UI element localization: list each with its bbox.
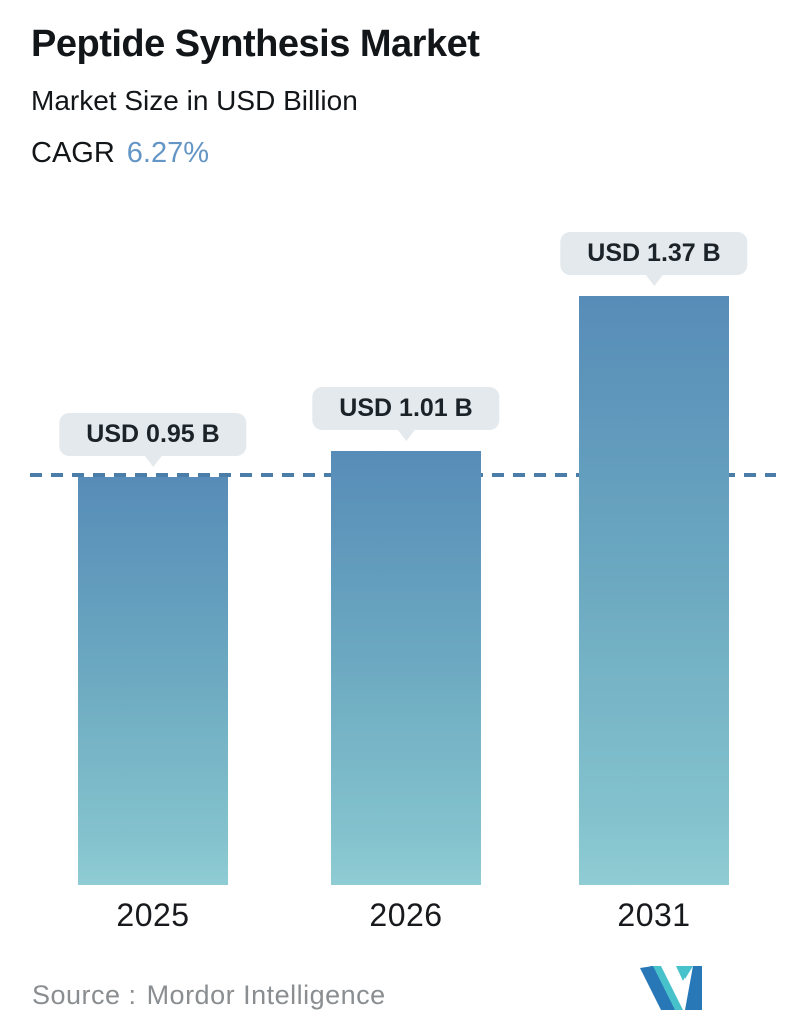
chart-header: Peptide Synthesis Market Market Size in … (31, 23, 480, 170)
bar-2026 (331, 450, 481, 885)
value-pill-2025: USD 0.95 B (59, 412, 247, 456)
cagr-label: CAGR (31, 136, 115, 169)
cagr-line: CAGR 6.27% (31, 136, 479, 170)
pill-pointer-icon (643, 272, 664, 286)
bar-2025 (78, 476, 228, 885)
page-title: Peptide Synthesis Market (31, 23, 480, 65)
bar-group-2031: USD 1.37 B 2031 (554, 231, 754, 933)
pill-pointer-icon (142, 453, 163, 467)
bar-group-2025: USD 0.95 B 2025 (53, 412, 253, 933)
source-value: Mordor Intelligence (146, 980, 386, 1010)
value-callout-2026: USD 1.01 B (312, 386, 500, 441)
value-pill-2026: USD 1.01 B (312, 386, 500, 430)
bar-2031 (579, 295, 729, 885)
value-callout-2031: USD 1.37 B (560, 231, 748, 286)
cagr-value: 6.27% (126, 136, 210, 169)
bar-group-2026: USD 1.01 B 2026 (306, 386, 506, 933)
value-callout-2025: USD 0.95 B (59, 412, 247, 467)
mordor-intelligence-logo-icon (640, 966, 702, 1012)
source-line: Source : Mordor Intelligence (32, 980, 386, 1011)
x-axis-label-2025: 2025 (116, 897, 190, 933)
x-axis-label-2026: 2026 (369, 897, 443, 933)
chart-subtitle: Market Size in USD Billion (31, 84, 358, 116)
value-pill-2031: USD 1.37 B (560, 231, 748, 275)
source-label: Source : (32, 980, 137, 1010)
x-axis-label-2031: 2031 (617, 897, 691, 933)
pill-pointer-icon (395, 427, 416, 441)
